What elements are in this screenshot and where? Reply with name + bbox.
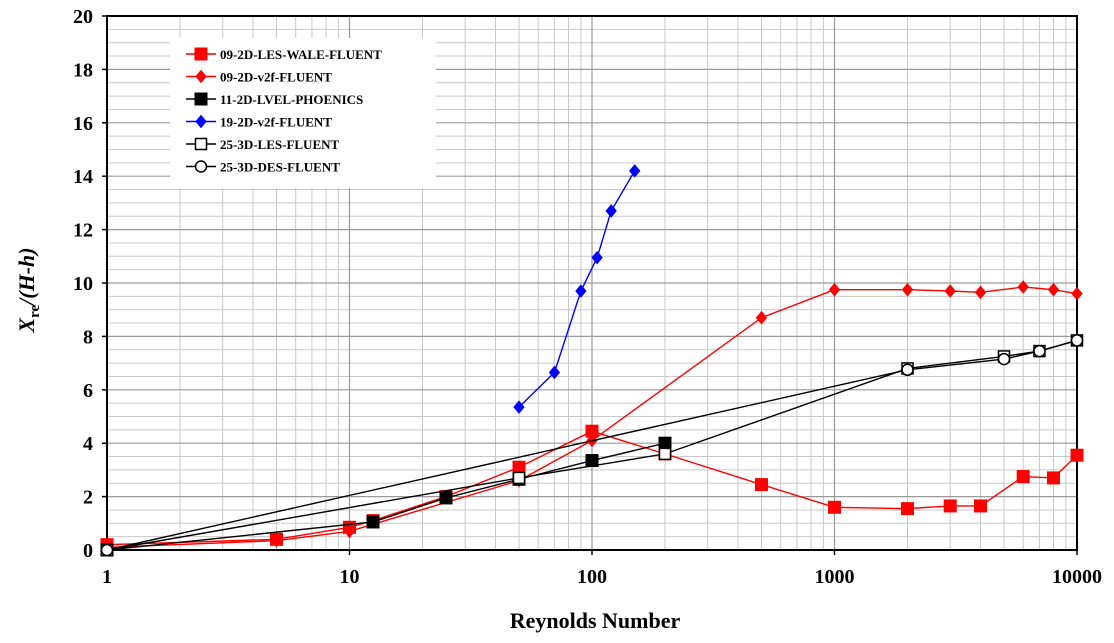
data-point (901, 282, 914, 297)
data-point (1070, 448, 1084, 462)
data-point (658, 436, 672, 450)
legend-entry: 25-3D-DES-FLUENT (186, 160, 340, 175)
data-point (828, 282, 841, 297)
y-axis-title-subscript: re (27, 305, 43, 318)
series-4 (513, 164, 641, 414)
y-tick-label: 4 (83, 433, 93, 455)
legend-entry: 09-2D-v2f-FLUENT (186, 70, 332, 85)
legend-entry: 19-2D-v2f-FLUENT (186, 115, 332, 130)
y-tick-label: 2 (83, 487, 93, 509)
y-axis-title-rest: /(H-h) (14, 247, 39, 306)
y-tick-label: 12 (73, 220, 93, 242)
data-point (755, 478, 769, 492)
legend-entry: 11-2D-LVEL-PHOENICS (186, 92, 363, 107)
data-point (658, 447, 672, 461)
legend-label: 25-3D-LES-FLUENT (220, 137, 340, 152)
y-tick-label: 18 (73, 59, 93, 81)
legend-label: 25-3D-DES-FLUENT (220, 160, 340, 175)
data-point (828, 500, 841, 514)
series-line (106, 442, 666, 551)
legend-label: 09-2D-v2f-FLUENT (220, 70, 332, 85)
data-point (755, 310, 768, 325)
x-axis-ticks: 1 10 100 1000 10000 (102, 550, 1102, 588)
data-point (629, 164, 641, 178)
legend-entry: 25-3D-LES-FLUENT (186, 137, 340, 152)
data-point (900, 502, 914, 516)
data-point (901, 363, 914, 377)
data-point (1071, 286, 1083, 301)
data-point (513, 400, 525, 414)
y-axis-title: Xre/(H-h) (14, 247, 43, 333)
data-point (270, 533, 283, 548)
legend-label: 11-2D-LVEL-PHOENICS (220, 92, 363, 107)
legend-marker (194, 160, 208, 173)
x-tick-label: 10000 (1052, 566, 1102, 588)
legend-marker (194, 47, 208, 61)
y-axis-ticks: 0 2 4 6 8 10 12 14 16 18 20 (73, 6, 107, 562)
data-point (439, 491, 453, 505)
data-point (1016, 470, 1030, 484)
y-tick-label: 8 (83, 326, 93, 348)
x-tick-label: 10 (340, 566, 360, 588)
y-tick-label: 6 (83, 380, 93, 402)
x-axis-title: Reynolds Number (510, 608, 681, 633)
series-line (106, 430, 1078, 546)
y-tick-label: 16 (73, 113, 93, 135)
y-axis-title-main: X (14, 317, 39, 334)
data-point (512, 471, 526, 485)
legend: 09-2D-LES-WALE-FLUENT 09-2D-v2f-FLUENT 11-… (170, 38, 436, 188)
legend-marker (194, 92, 208, 106)
data-point (366, 515, 380, 529)
data-point (1046, 471, 1060, 485)
series-6 (100, 334, 1084, 557)
y-tick-label: 20 (73, 6, 93, 28)
data-point (100, 543, 114, 557)
y-tick-label: 10 (73, 273, 93, 295)
data-point (575, 284, 587, 298)
data-point (1017, 280, 1029, 294)
data-point (974, 285, 987, 300)
data-point (943, 499, 957, 513)
legend-marker (194, 137, 208, 151)
legend-marker (195, 114, 207, 129)
data-point (591, 250, 603, 265)
legend-label: 09-2D-LES-WALE-FLUENT (220, 47, 382, 62)
data-point (343, 524, 356, 539)
x-tick-label: 1 (102, 566, 112, 588)
data-point (605, 204, 617, 218)
y-tick-label: 0 (83, 540, 93, 562)
legend-entry: 09-2D-LES-WALE-FLUENT (186, 47, 382, 62)
series-line (518, 170, 636, 408)
legend-marker (195, 69, 207, 84)
data-point (997, 352, 1011, 366)
legend-label: 19-2D-v2f-FLUENT (220, 115, 332, 130)
data-point (1070, 334, 1084, 347)
data-point (1033, 344, 1046, 358)
data-point (1047, 282, 1060, 297)
x-tick-label: 100 (577, 566, 607, 588)
data-point (548, 365, 561, 380)
y-tick-label: 14 (73, 166, 93, 188)
data-point (973, 499, 987, 513)
data-point (944, 284, 956, 298)
series-layer (100, 164, 1084, 557)
legend-background (170, 38, 436, 188)
data-point (512, 460, 526, 474)
x-tick-label: 1000 (815, 566, 855, 588)
